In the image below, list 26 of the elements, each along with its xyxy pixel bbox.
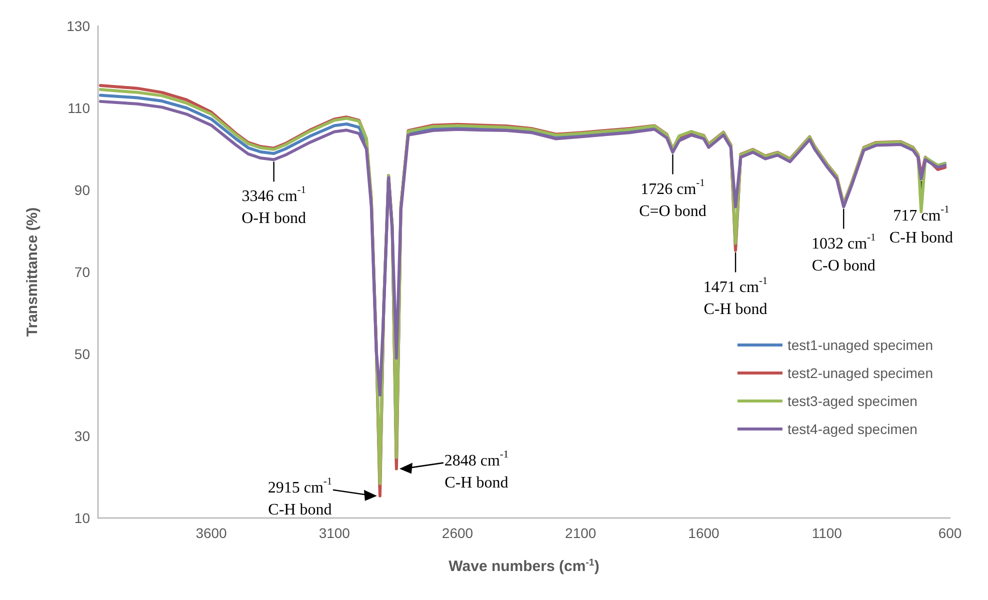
y-tick-label: 110 xyxy=(68,100,90,116)
x-tick-label: 2100 xyxy=(565,525,596,541)
annotation: C=O bond xyxy=(639,202,706,220)
legend-label: test2-unaged specimen xyxy=(787,365,934,381)
annotation: C-H bond xyxy=(444,474,508,492)
x-tick-label: 1600 xyxy=(688,525,720,541)
y-tick-label: 50 xyxy=(74,346,90,362)
x-tick-label: 3100 xyxy=(318,525,350,541)
y-tick-label: 10 xyxy=(74,510,90,526)
y-axis-title: Transmittance (%) xyxy=(24,207,41,337)
legend-label: test4-aged specimen xyxy=(787,421,918,437)
annotation: C-H bond xyxy=(704,300,768,318)
annotation: O-H bond xyxy=(242,210,306,228)
legend-label: test1-unaged specimen xyxy=(787,337,934,353)
y-tick-label: 130 xyxy=(66,18,90,34)
annotation: C-O bond xyxy=(812,257,876,274)
x-tick-label: 2600 xyxy=(442,525,474,541)
legend-label: test3-aged specimen xyxy=(787,393,918,409)
x-tick-label: 1100 xyxy=(812,525,842,541)
annotation: C-H bond xyxy=(268,501,332,518)
x-tick-label: 3600 xyxy=(196,525,228,541)
annotation: C-H bond xyxy=(889,229,953,246)
y-tick-label: 70 xyxy=(74,264,90,280)
y-tick-label: 90 xyxy=(74,182,90,198)
y-tick-label: 30 xyxy=(74,428,90,444)
x-tick-label: 600 xyxy=(938,525,962,541)
